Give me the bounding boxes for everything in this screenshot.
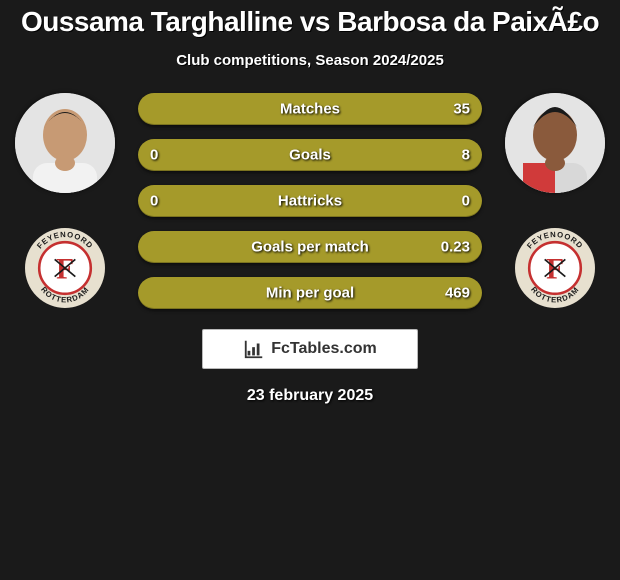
brand-text: FcTables.com: [271, 340, 377, 358]
player-right-avatar-svg: [505, 93, 605, 193]
footer-date: 23 february 2025: [8, 387, 612, 405]
club-left-crest: FEYENOORD ROTTERDAM F: [22, 225, 108, 311]
stat-label: Min per goal: [266, 285, 354, 302]
stat-bar: Min per goal 469: [138, 277, 482, 309]
player-left-avatar: [15, 93, 115, 193]
stat-label: Goals: [289, 147, 331, 164]
stat-label: Hattricks: [278, 193, 342, 210]
stat-bar: 0 Hattricks 0: [138, 185, 482, 217]
club-left-crest-svg: FEYENOORD ROTTERDAM F: [22, 225, 108, 311]
stat-value-left: 0: [150, 147, 158, 164]
player-right-avatar: [505, 93, 605, 193]
stat-value-right: 0.23: [441, 239, 470, 256]
stat-value-left: 0: [150, 193, 158, 210]
stat-bar: Matches 35: [138, 93, 482, 125]
stats-column: Matches 35 0 Goals 8 0 Hattricks 0 Goals per mat…: [138, 91, 482, 309]
club-right-crest-svg: FEYENOORD ROTTERDAM F: [512, 225, 598, 311]
brand-box: FcTables.com: [202, 329, 418, 369]
stat-value-right: 8: [462, 147, 470, 164]
stat-label: Goals per match: [251, 239, 369, 256]
stat-bar: Goals per match 0.23: [138, 231, 482, 263]
stat-label: Matches: [280, 101, 340, 118]
svg-text:F: F: [56, 254, 74, 286]
stat-value-right: 469: [445, 285, 470, 302]
stat-bar: 0 Goals 8: [138, 139, 482, 171]
chart-icon: [243, 338, 265, 360]
player-left-avatar-svg: [15, 93, 115, 193]
page-title: Oussama Targhalline vs Barbosa da PaixÃ£…: [8, 0, 612, 40]
stat-value-right: 0: [462, 193, 470, 210]
left-column: FEYENOORD ROTTERDAM F: [10, 91, 120, 311]
svg-text:F: F: [546, 254, 564, 286]
right-column: FEYENOORD ROTTERDAM F: [500, 91, 610, 311]
stat-value-right: 35: [453, 101, 470, 118]
comparison-grid: FEYENOORD ROTTERDAM F Matches 35 0 Goals 8 0 H…: [8, 91, 612, 311]
subtitle: Club competitions, Season 2024/2025: [8, 52, 612, 69]
club-right-crest: FEYENOORD ROTTERDAM F: [512, 225, 598, 311]
